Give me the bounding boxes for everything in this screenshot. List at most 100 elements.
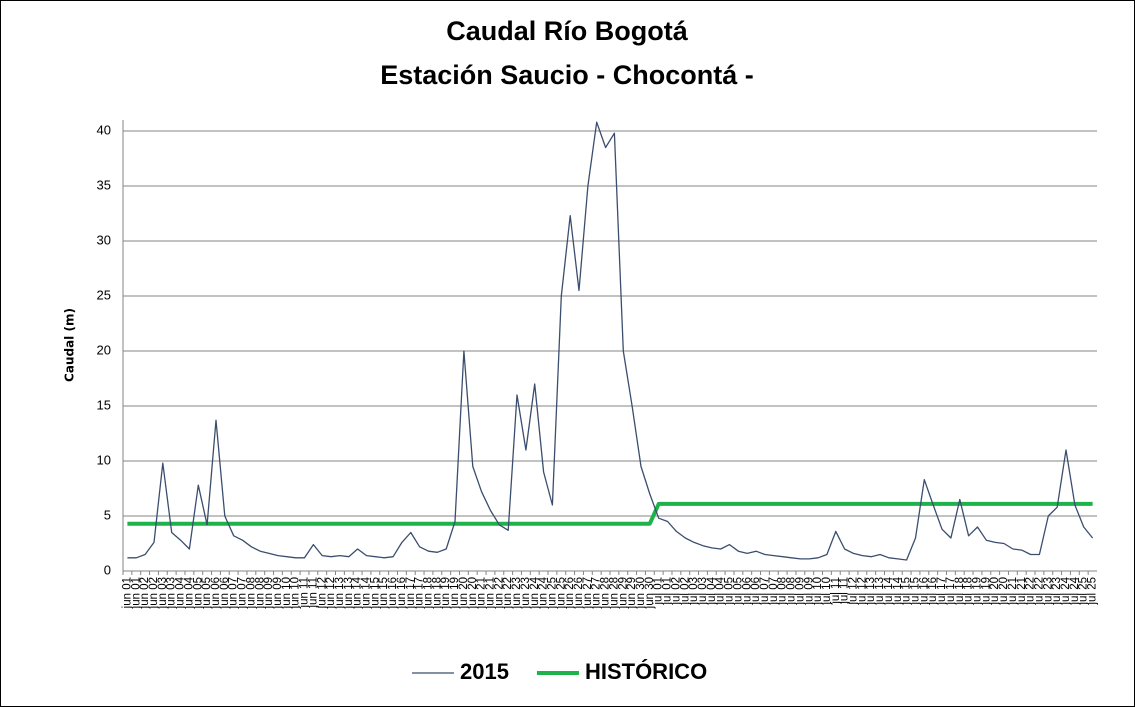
x-tick-label: jul 22 <box>1025 577 1037 606</box>
x-tick-label: jul 10 <box>821 577 833 606</box>
x-tick-label: jun 16 <box>387 577 399 609</box>
x-tick-label: jun 20 <box>467 577 479 609</box>
y-tick-label: 5 <box>104 507 111 522</box>
x-tick-label: jul 06 <box>741 577 753 606</box>
x-tick-label: jun 22 <box>493 577 505 609</box>
x-tick-label: jul 12 <box>848 577 860 606</box>
x-tick-label: jul 01 <box>653 577 665 606</box>
x-tick-label: jun 24 <box>538 576 550 609</box>
x-tick-label: jul 03 <box>697 577 709 606</box>
x-tick-label: jul 07 <box>759 577 771 606</box>
x-tick-label: jul 11 <box>830 577 842 605</box>
chart-subtitle: Estación Saucio - Chocontá - <box>380 60 754 90</box>
x-tick-label: jun 21 <box>484 577 496 609</box>
x-tick-label: jun 14 <box>352 576 364 609</box>
x-tick-label: jul 02 <box>679 577 691 606</box>
x-tick-label: jul 06 <box>750 577 762 606</box>
x-tick-label: jul 05 <box>724 577 736 606</box>
x-tick-label: jul 13 <box>874 577 886 606</box>
x-tick-label: jun 18 <box>423 577 435 609</box>
x-tick-label: jun 17 <box>405 577 417 609</box>
x-tick-label: jun 26 <box>573 577 585 609</box>
x-tick-label: jun 07 <box>237 577 249 609</box>
legend-label: 2015 <box>460 659 509 684</box>
x-tick-label: jul 18 <box>954 577 966 606</box>
x-tick-label: jun 27 <box>591 577 603 609</box>
x-tick-label: jun 19 <box>449 577 461 609</box>
series-line <box>127 501 1093 526</box>
x-tick-label: jun 19 <box>440 577 452 609</box>
x-tick-label: jul 24 <box>1060 576 1072 605</box>
x-tick-label: jun 15 <box>369 577 381 609</box>
x-tick-label: jul 19 <box>971 577 983 606</box>
x-tick-label: jul 07 <box>768 577 780 606</box>
x-tick-label: jun 29 <box>626 577 638 609</box>
x-tick-label: jul 22 <box>1033 577 1045 606</box>
x-tick-label: jun 05 <box>201 577 213 609</box>
x-tick-label: jul 14 <box>892 576 904 605</box>
x-tick-label: jul 15 <box>901 577 913 606</box>
x-tick-label: jun 17 <box>414 577 426 609</box>
x-tick-label: jun 23 <box>511 577 523 609</box>
x-tick-label: jun 08 <box>254 577 266 609</box>
x-tick-label: jul 20 <box>998 577 1010 606</box>
x-tick-label: jun 06 <box>210 577 222 609</box>
x-tick-label: jul 16 <box>927 577 939 606</box>
y-tick-label: 25 <box>97 287 111 302</box>
x-tick-label: jun 21 <box>476 577 488 609</box>
x-tick-label: jun 10 <box>281 577 293 609</box>
x-tick-label: jun 12 <box>325 577 337 609</box>
x-tick-label: jun 01 <box>130 577 142 609</box>
x-tick-label: jun 08 <box>245 577 257 609</box>
x-tick-label: jun 18 <box>431 577 443 609</box>
x-tick-label: jun 30 <box>644 577 656 609</box>
x-tick-label: jul 11 <box>839 577 851 605</box>
x-tick-label: jun 29 <box>617 577 629 609</box>
x-tick-label: jul 21 <box>1016 577 1028 606</box>
x-tick-label: jul 23 <box>1042 577 1054 606</box>
x-tick-label: jun 07 <box>228 577 240 609</box>
x-tick-label: jun 09 <box>272 577 284 609</box>
x-tick-label: jun 03 <box>157 577 169 609</box>
x-tick-label: jun 22 <box>502 577 514 609</box>
x-tick-label: jul 25 <box>1087 577 1099 606</box>
x-tick-label: jul 19 <box>980 577 992 606</box>
x-tick-label: jul 15 <box>910 577 922 606</box>
x-tick-label: jul 04 <box>706 576 718 605</box>
x-tick-label: jun 12 <box>316 577 328 609</box>
x-tick-label: jun 24 <box>529 576 541 609</box>
x-tick-label: jun 03 <box>166 577 178 609</box>
x-tick-label: jun 14 <box>361 576 373 609</box>
y-tick-label: 40 <box>97 122 111 137</box>
x-tick-label: jun 04 <box>175 576 187 609</box>
x-tick-label: jun 04 <box>183 576 195 609</box>
x-tick-label: jun 02 <box>139 577 151 609</box>
x-tick-label: jun 30 <box>635 577 647 609</box>
x-tick-label: jul 02 <box>670 577 682 606</box>
x-tick-label: jul 21 <box>1007 577 1019 606</box>
x-tick-label: jun 06 <box>219 577 231 609</box>
x-tick-label: jun 13 <box>334 577 346 609</box>
x-tick-label: jun 11 <box>299 577 311 608</box>
y-axis-label: Caudal (m) <box>63 308 77 382</box>
x-tick-label: jul 25 <box>1078 577 1090 606</box>
x-tick-label: jun 05 <box>192 577 204 609</box>
x-tick-label: jul 17 <box>936 577 948 606</box>
x-tick-label: jun 02 <box>148 577 160 609</box>
series-line <box>127 121 1094 561</box>
x-tick-label: jun 10 <box>290 577 302 609</box>
x-tick-label: jul 16 <box>918 577 930 606</box>
x-tick-label: jun 25 <box>546 577 558 609</box>
x-tick-label: jun 28 <box>600 577 612 609</box>
x-tick-label: jun 16 <box>396 577 408 609</box>
chart-title: Caudal Río Bogotá <box>446 16 688 46</box>
y-tick-label: 15 <box>97 397 111 412</box>
x-tick-label: jun 25 <box>555 577 567 609</box>
x-tick-label: jun 13 <box>343 577 355 609</box>
x-tick-label: jul 09 <box>794 577 806 606</box>
x-tick-label: jun 27 <box>582 577 594 609</box>
x-tick-label: jul 05 <box>732 577 744 606</box>
legend-label: HISTÓRICO <box>585 659 707 684</box>
